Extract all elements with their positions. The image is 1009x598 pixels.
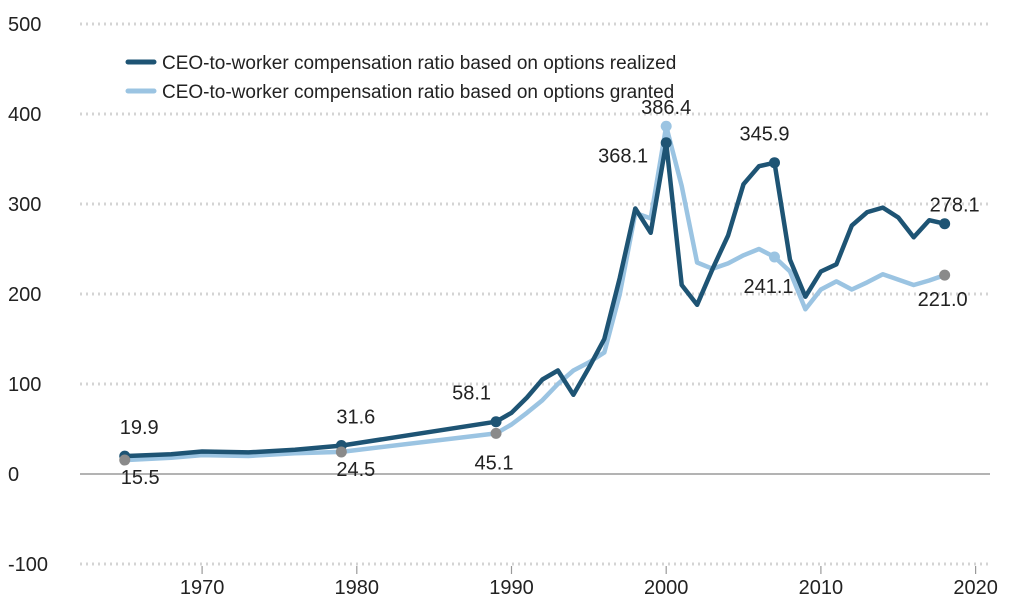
y-tick-label: 400 <box>8 104 41 126</box>
marker-realized-2007 <box>768 157 780 169</box>
x-tick-label: 2000 <box>644 577 689 598</box>
data-label-realized-2007: 345.9 <box>739 124 789 146</box>
series-lines <box>122 123 947 463</box>
data-label-granted-2000: 386.4 <box>641 97 691 119</box>
y-axis-ticks: -100 0 100 200 300 400 500 <box>8 14 48 576</box>
legend-label-options-granted: CEO-to-worker compensation ratio based o… <box>162 82 674 103</box>
x-tick-label: 2010 <box>799 577 844 598</box>
data-label-granted-1965: 15.5 <box>121 467 160 489</box>
marker-granted-1979 <box>335 446 347 458</box>
y-tick-label: -100 <box>8 554 48 576</box>
series-markers <box>119 120 951 466</box>
data-label-granted-1979: 24.5 <box>336 459 375 481</box>
marker-granted-2000 <box>660 120 672 132</box>
data-label-realized-1965: 19.9 <box>120 417 159 439</box>
legend: CEO-to-worker compensation ratio based o… <box>125 53 676 103</box>
marker-realized-2000 <box>660 137 672 149</box>
x-tick-label: 1980 <box>335 577 380 598</box>
x-tick-label: 2020 <box>953 577 998 598</box>
data-labels: 19.9 31.6 58.1 368.1 345.9 278.1 15.5 24.5 45.1 3… <box>120 97 980 489</box>
marker-granted-2018 <box>939 269 951 281</box>
data-label-granted-2007: 241.1 <box>743 276 793 298</box>
data-label-granted-2018: 221.0 <box>918 289 968 311</box>
marker-granted-2007 <box>768 251 780 263</box>
data-label-realized-1979: 31.6 <box>336 407 375 429</box>
data-label-realized-2000: 368.1 <box>598 146 648 168</box>
data-label-realized-1989: 58.1 <box>452 383 491 405</box>
data-label-realized-2018: 278.1 <box>930 195 980 217</box>
marker-realized-1989 <box>490 416 502 428</box>
y-tick-label: 100 <box>8 374 41 396</box>
x-tick-label: 1990 <box>489 577 534 598</box>
marker-granted-1965 <box>119 454 131 466</box>
series-line-options-granted <box>122 123 947 463</box>
marker-realized-2018 <box>939 218 951 230</box>
legend-label-options-realized: CEO-to-worker compensation ratio based o… <box>162 53 676 74</box>
x-tick-label: 1970 <box>180 577 225 598</box>
y-tick-label: 200 <box>8 284 41 306</box>
y-tick-label: 500 <box>8 14 41 36</box>
marker-granted-1989 <box>490 427 502 439</box>
x-axis-ticks: 1970 1980 1990 2000 2010 2020 <box>180 566 998 598</box>
series-line-options-realized <box>122 140 947 459</box>
gridlines <box>80 22 990 566</box>
data-label-granted-1989: 45.1 <box>475 452 514 474</box>
y-tick-label: 300 <box>8 194 41 216</box>
y-tick-label: 0 <box>8 464 19 486</box>
